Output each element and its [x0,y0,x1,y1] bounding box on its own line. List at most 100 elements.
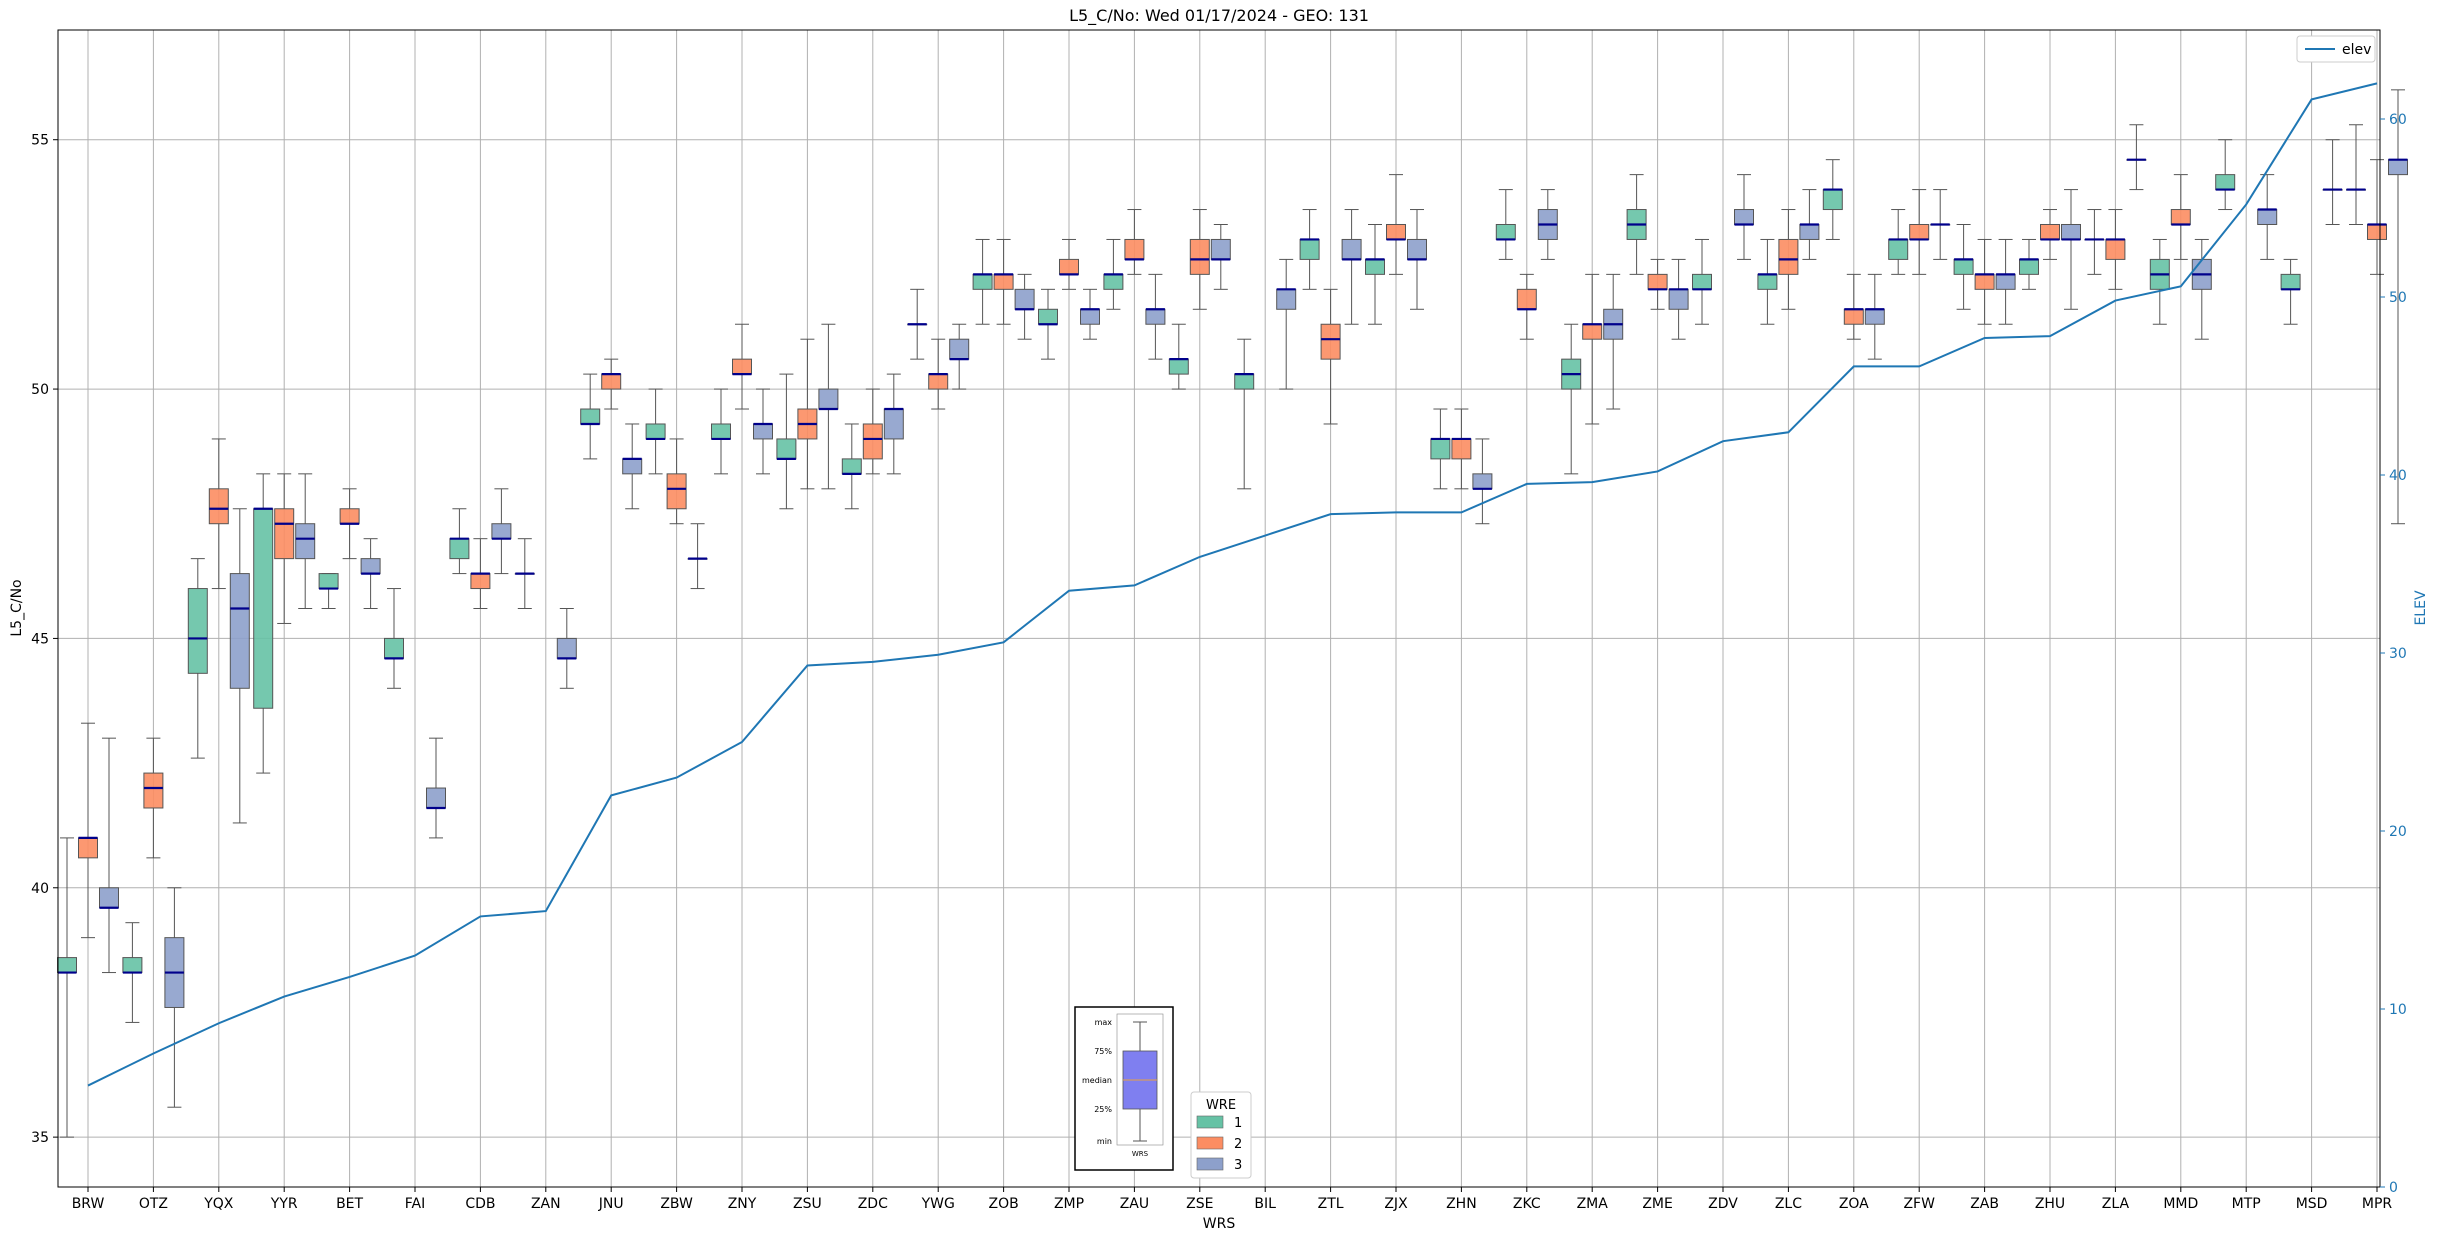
box-group-1 [1757,238,1778,325]
box-iqr [384,637,404,659]
box-group-3 [360,538,381,609]
box-group-2 [2040,209,2060,260]
box-group-3 [2257,174,2278,260]
box-iqr [1953,258,1974,275]
x-tick-label: MSD [2296,1196,2328,1212]
box-group-2 [666,438,687,525]
box-group-1 [1430,408,1451,490]
box-group-1 [384,588,404,689]
box-iqr [841,458,862,475]
box-iqr [1843,308,1864,325]
box-group-2 [1843,273,1864,340]
box-iqr [1234,373,1255,390]
box-iqr [295,523,316,560]
box-group-1 [907,288,928,360]
box-iqr [1038,308,1058,325]
box-key-label-max: max [1095,1018,1113,1027]
box-group-3 [491,488,512,575]
x-tick-label: ZMP [1054,1196,1084,1212]
box-iqr [711,423,731,440]
box-group-3 [1668,258,1689,340]
box-iqr [1080,308,1100,325]
box-group-1 [1561,323,1582,475]
box-iqr [2105,238,2126,260]
box-iqr [645,423,666,440]
box-group-1 [841,423,862,510]
box-iqr [208,488,229,525]
box-group-3 [426,737,446,839]
box-group-3 [2191,238,2212,340]
elev-legend-label: elev [2342,42,2371,58]
box-iqr [928,373,949,390]
x-tick-label: FAI [405,1196,425,1212]
x-tick-label: ZMA [1577,1196,1609,1212]
x-tick-label: YYR [270,1196,298,1212]
y-tick-label: 50 [31,382,49,398]
box-group-3 [1799,189,1820,260]
box-iqr [1995,273,2016,290]
box-group-3 [1603,273,1624,410]
x-tick-label: BRW [72,1196,105,1212]
box-group-3 [2061,189,2081,310]
box-iqr [229,573,250,689]
box-key-label-median: median [1082,1076,1112,1085]
box-group-1 [449,508,470,575]
x-tick-label: ZOB [988,1196,1018,1212]
box-group-2 [1124,209,1145,275]
wre-legend-label-1: 1 [1234,1116,1242,1131]
box-iqr [1145,308,1166,325]
x-tick-label: ZFW [1903,1196,1935,1212]
box-iqr [1210,238,1231,260]
box-group-2 [1320,288,1341,425]
box-key-label-q1: 25% [1094,1105,1112,1114]
box-group-2 [339,488,360,560]
box-iqr [426,787,446,809]
box-group-1 [1234,338,1255,490]
box-group-2 [2105,209,2126,290]
x-tick-label: ZNY [728,1196,757,1212]
x-tick-label: ZAN [531,1196,561,1212]
x-tick-label: YWG [921,1196,955,1212]
x-tick-label: ZHU [2035,1196,2065,1212]
x-tick-label: ZSU [793,1196,822,1212]
x-tick-label: ZAB [1970,1196,1999,1212]
box-iqr [1103,273,1124,290]
box-group-2 [862,388,883,475]
x-axis-label: WRS [1203,1216,1236,1232]
box-iqr [1451,438,1472,460]
box-group-2 [601,358,622,410]
box-iqr [622,458,643,475]
box-group-2 [1909,189,1930,275]
box-group-3 [753,388,773,475]
box-iqr [1472,473,1493,490]
box-iqr [1974,273,1995,290]
box-group-3 [229,508,250,824]
x-tick-label: OTZ [139,1196,168,1212]
box-iqr [818,388,839,410]
box-iqr [360,558,381,575]
box-iqr [1734,209,1754,225]
box-iqr [122,957,143,974]
box-iqr [1822,189,1843,211]
box-group-3 [1537,189,1558,260]
x-tick-label: BIL [1254,1196,1276,1212]
box-iqr [1407,238,1427,260]
box-iqr [339,508,360,525]
box-group-2 [78,722,98,939]
y-axis-label: L5_C/No [9,579,25,636]
wre-legend-swatch-1 [1196,1115,1224,1129]
box-iqr [601,373,622,390]
x-tick-label: MTP [2232,1196,2261,1212]
box-group-2 [143,737,164,859]
box-group-3 [2322,139,2343,225]
box-group-2 [1386,174,1406,275]
elev-legend: elev [2296,35,2376,63]
box-group-3 [1145,273,1166,360]
box-group-1 [2280,258,2301,325]
box-iqr [253,508,274,709]
wre-legend-label-2: 2 [1234,1137,1242,1152]
box-group-2 [1189,209,1210,310]
box-group-3 [818,323,839,490]
box-group-2 [993,238,1014,325]
x-tick-label: ZJX [1384,1196,1408,1212]
